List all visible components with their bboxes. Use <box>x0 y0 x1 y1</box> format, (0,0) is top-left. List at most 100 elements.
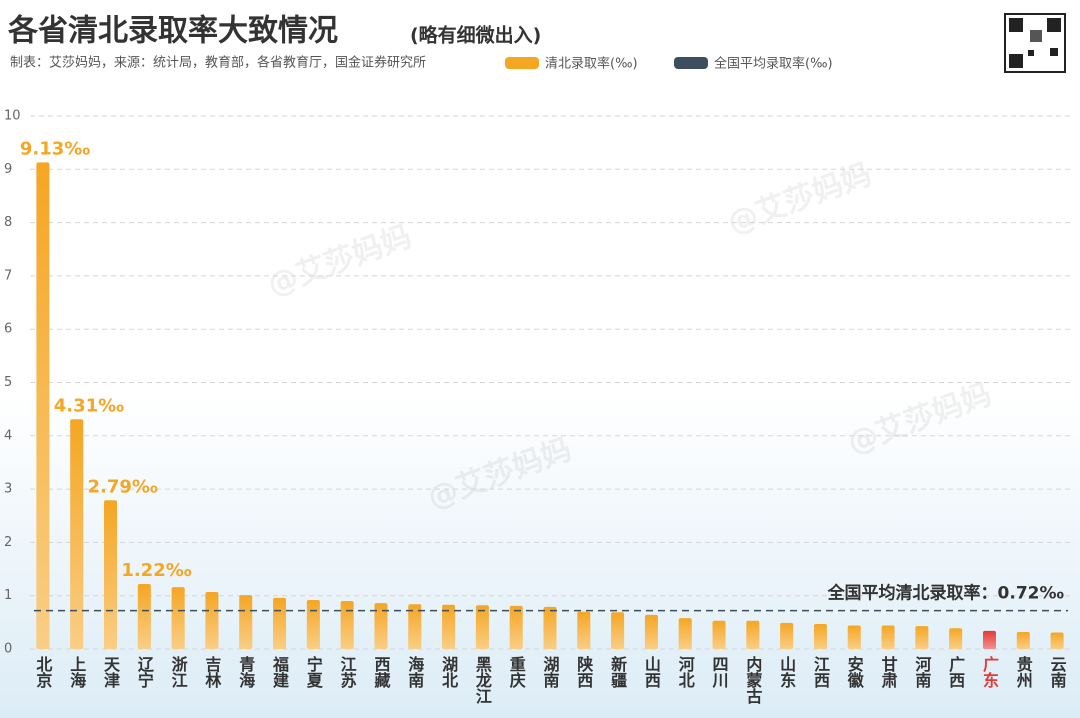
x-tick-label: 广东 <box>980 655 999 689</box>
value-label: 2.79‰ <box>88 476 158 497</box>
value-label: 1.22‰ <box>121 560 191 581</box>
value-label: 4.31‰ <box>54 395 124 416</box>
bar <box>1050 632 1064 649</box>
bar <box>982 630 996 649</box>
y-tick-label: 9 <box>4 162 12 177</box>
x-tick-label: 河南 <box>912 655 931 689</box>
x-tick-label: 山东 <box>777 656 796 689</box>
bar <box>746 620 760 649</box>
bar <box>340 601 354 649</box>
bar <box>712 620 726 649</box>
x-tick-label: 重庆 <box>507 655 527 689</box>
x-tick-label: 云南 <box>1048 656 1067 689</box>
bar-group <box>340 601 354 649</box>
bar <box>509 605 523 649</box>
y-tick-label: 10 <box>4 109 21 124</box>
x-tick-label: 上海 <box>67 656 86 689</box>
x-tick-label: 西藏 <box>371 656 390 689</box>
bar-group <box>36 162 50 649</box>
bar <box>543 606 557 649</box>
bar <box>577 611 591 649</box>
x-tick-label: 海南 <box>405 655 424 689</box>
bar <box>881 625 895 649</box>
qr-code <box>1004 13 1066 73</box>
bar <box>70 419 84 649</box>
x-tick-label: 江苏 <box>338 656 357 689</box>
value-label: 9.13‰ <box>20 138 90 159</box>
bar <box>273 597 287 649</box>
bar-group <box>70 419 84 649</box>
bar-group <box>678 618 692 649</box>
bar-group <box>611 612 625 649</box>
bar <box>306 599 320 649</box>
bar-group <box>746 620 760 649</box>
bar <box>949 628 963 649</box>
y-tick-label: 3 <box>4 482 12 497</box>
x-tick-label: 江西 <box>811 656 830 689</box>
bar-group <box>644 614 658 649</box>
bar-group <box>543 606 557 649</box>
bar <box>915 626 929 649</box>
x-tick-label: 湖北 <box>439 656 458 688</box>
x-tick-label: 青海 <box>236 655 255 689</box>
bar-group <box>137 583 151 649</box>
bar <box>780 622 794 649</box>
bar-group <box>813 623 827 649</box>
bar-group <box>171 587 185 649</box>
source: 制表：艾莎妈妈，来源：统计局，教育部，各省教育厅，国金证券研究所 <box>10 55 426 71</box>
legend-swatch <box>505 57 539 69</box>
x-tick-label: 山西 <box>642 656 661 689</box>
y-tick-label: 5 <box>4 375 12 390</box>
y-tick-label: 8 <box>4 215 12 230</box>
x-tick-label: 辽宁 <box>135 656 154 689</box>
bar-group <box>475 605 489 649</box>
bar-group <box>780 622 794 649</box>
y-tick-label: 1 <box>4 588 12 603</box>
x-tick-label: 吉林 <box>202 655 221 689</box>
chart-subtitle: (略有细微出入) <box>410 24 541 47</box>
x-tick-label: 贵州 <box>1014 655 1034 688</box>
bar-group <box>847 625 861 649</box>
x-tick-label: 天津 <box>101 656 120 689</box>
bar <box>847 625 861 649</box>
x-tick-label: 新疆 <box>608 655 627 689</box>
x-tick-label: 四川 <box>710 656 730 689</box>
legend-label: 清北录取率(‰) <box>545 56 638 72</box>
bar <box>36 162 50 649</box>
bar <box>104 500 118 649</box>
bar-group <box>239 595 253 649</box>
bar <box>239 595 253 649</box>
bar <box>644 614 658 649</box>
x-tick-label: 陕西 <box>574 655 593 689</box>
bar <box>611 612 625 649</box>
y-tick-label: 2 <box>4 535 12 550</box>
bar <box>678 618 692 649</box>
bar-group <box>915 626 929 649</box>
bar-group <box>1050 632 1064 649</box>
bar-group <box>205 591 219 649</box>
bar-group <box>1016 631 1030 649</box>
x-tick-label: 内蒙古 <box>743 655 762 705</box>
y-tick-label: 0 <box>4 642 12 657</box>
chart-title: 各省清北录取率大致情况 <box>7 14 338 49</box>
x-tick-label: 黑龙江 <box>473 656 493 705</box>
x-tick-label: 北京 <box>33 656 52 689</box>
bar-group <box>273 597 287 649</box>
x-tick-label: 宁夏 <box>304 655 324 689</box>
bar-group <box>577 611 591 649</box>
x-tick-label: 湖南 <box>541 656 560 689</box>
average-label: 全国平均清北录取率：0.72‰ <box>827 583 1065 604</box>
y-tick-label: 4 <box>4 428 12 443</box>
x-tick-label: 甘肃 <box>879 656 898 689</box>
bar-group <box>881 625 895 649</box>
bar <box>813 623 827 649</box>
bar-group <box>949 628 963 649</box>
legend-label: 全国平均录取率(‰) <box>714 56 833 72</box>
x-tick-label: 福建 <box>270 655 290 689</box>
y-tick-label: 6 <box>4 322 12 337</box>
bar <box>137 583 151 649</box>
bar <box>171 587 185 649</box>
bar <box>205 591 219 649</box>
